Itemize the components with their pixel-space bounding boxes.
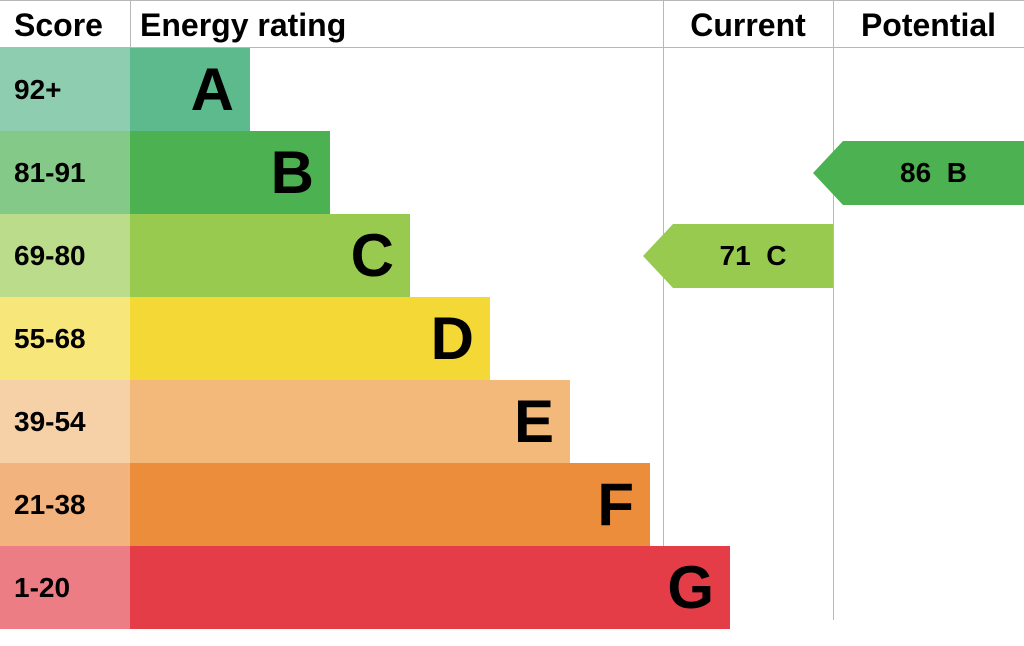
current-pointer: 71 C	[643, 224, 833, 288]
rating-bar: E	[130, 380, 570, 463]
rating-bar: D	[130, 297, 490, 380]
header-row: ScoreEnergy ratingCurrentPotential	[0, 0, 1024, 48]
rating-bar: G	[130, 546, 730, 629]
rating-letter: C	[351, 226, 394, 286]
score-range: 1-20	[0, 546, 130, 629]
rating-letter: B	[271, 143, 314, 203]
rating-row: 92+ A	[0, 48, 1024, 131]
score-range: 21-38	[0, 463, 130, 546]
header-current: Current	[663, 1, 833, 49]
pointer-arrow-icon	[643, 224, 673, 288]
energy-rating-chart: ScoreEnergy ratingCurrentPotential92+A81…	[0, 0, 1024, 646]
header-potential: Potential	[833, 1, 1024, 49]
rating-row: 55-68 D	[0, 297, 1024, 380]
rating-bar: B	[130, 131, 330, 214]
rating-row: 39-54 E	[0, 380, 1024, 463]
pointer-label: 71 C	[673, 224, 833, 288]
score-range: 69-80	[0, 214, 130, 297]
pointer-label: 86 B	[843, 141, 1024, 205]
score-range: 55-68	[0, 297, 130, 380]
rating-bar: F	[130, 463, 650, 546]
rating-bar: A	[130, 48, 250, 131]
rating-row: 1-20 G	[0, 546, 1024, 629]
rating-letter: F	[597, 475, 634, 535]
rating-letter: E	[514, 392, 554, 452]
score-range: 81-91	[0, 131, 130, 214]
pointer-arrow-icon	[813, 141, 843, 205]
rating-row: 69-80 C	[0, 214, 1024, 297]
rating-row: 21-38 F	[0, 463, 1024, 546]
score-range: 92+	[0, 48, 130, 131]
rating-bar: C	[130, 214, 410, 297]
potential-pointer: 86 B	[813, 141, 1024, 205]
rating-letter: D	[431, 309, 474, 369]
header-score: Score	[0, 1, 130, 49]
rating-letter: G	[667, 558, 714, 618]
header-rating: Energy rating	[130, 1, 663, 49]
rating-letter: A	[191, 60, 234, 120]
score-range: 39-54	[0, 380, 130, 463]
